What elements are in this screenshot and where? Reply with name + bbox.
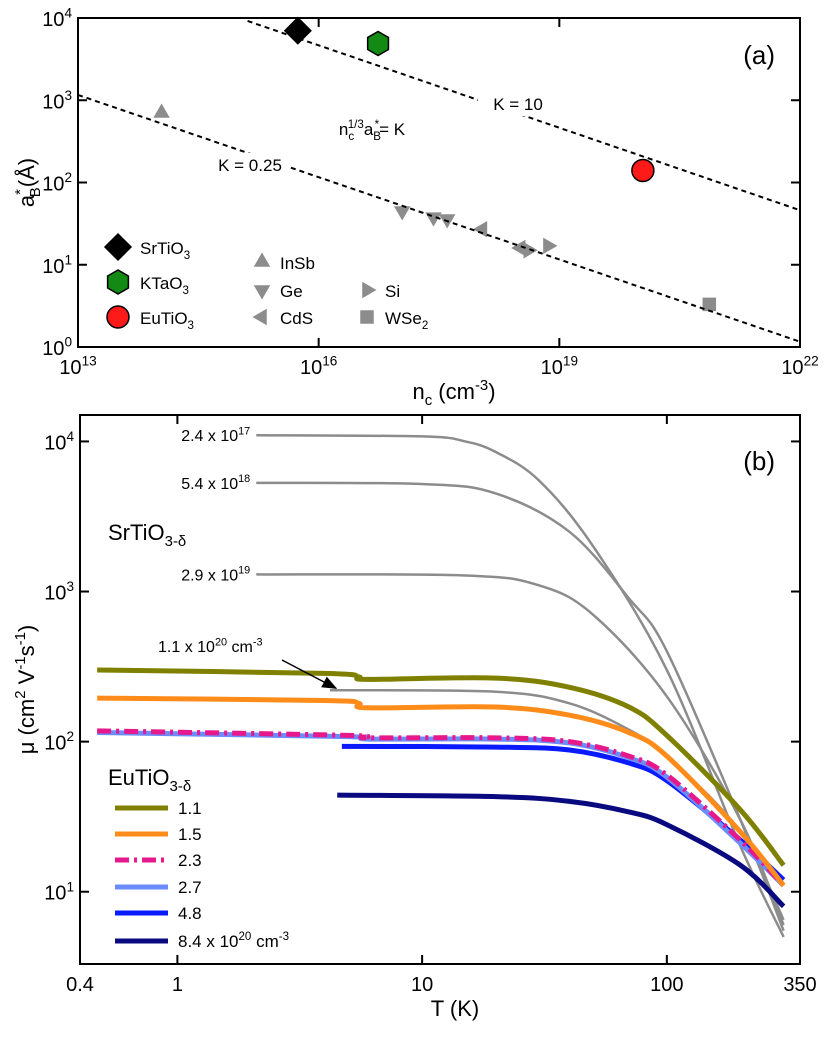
y-tick-label: 103 <box>42 88 72 113</box>
line-label: K = 10 <box>493 95 543 114</box>
legend-title: EuTiO3-δ <box>108 765 191 795</box>
x-tick-label: 1019 <box>541 354 578 379</box>
y-axis-label: μ (cm2 V-1s-1) <box>12 625 39 755</box>
data-line <box>97 667 786 867</box>
legend-label: SrTiO3 <box>140 239 190 262</box>
legend-marker <box>252 308 267 326</box>
legend-label: 1.1 <box>178 799 202 818</box>
fit-line <box>77 94 801 343</box>
x-axis-label: T (K) <box>431 996 479 1021</box>
legend-label: InSb <box>280 254 315 273</box>
y-tick-label: 101 <box>42 252 72 277</box>
marker <box>543 237 558 255</box>
marker <box>366 30 390 57</box>
marker <box>472 221 488 238</box>
curve-label: 2.9 x 1019 <box>181 565 250 585</box>
legend-marker <box>106 269 130 295</box>
arrow <box>281 659 338 689</box>
x-tick-label: 1022 <box>781 354 818 379</box>
y-tick-label: 103 <box>44 579 74 604</box>
x-tick-label: 0.4 <box>66 974 94 996</box>
legend-label: 8.4 x 1020 cm-3 <box>178 931 289 951</box>
legend-label: CdS <box>280 309 313 328</box>
marker <box>702 297 717 312</box>
data-line <box>337 792 786 909</box>
x-tick-label: 1 <box>172 974 183 996</box>
line-label: K = 0.25 <box>218 156 282 175</box>
legend-marker <box>253 285 271 300</box>
x-tick-label: 10 <box>411 974 433 996</box>
x-axis-label: nc (cm-3) <box>412 377 495 409</box>
panel-label: (a) <box>743 40 775 70</box>
curve-label: 2.4 x 1017 <box>181 425 250 445</box>
data-line <box>97 695 786 888</box>
legend-label: WSe2 <box>385 309 428 332</box>
y-tick-label: 100 <box>42 335 72 360</box>
x-tick-label: 100 <box>650 974 683 996</box>
marker <box>393 206 411 221</box>
data-line <box>256 433 785 938</box>
marker <box>631 158 655 183</box>
y-tick-label: 102 <box>42 170 72 195</box>
plot-frame <box>79 414 801 965</box>
legend-label: 2.7 <box>178 878 202 897</box>
x-tick-label: 1016 <box>300 354 337 379</box>
legend-label: Ge <box>280 282 303 301</box>
panel-label: (b) <box>743 446 775 476</box>
curve-label: 5.4 x 1018 <box>181 473 250 493</box>
legend-marker <box>253 252 271 267</box>
annotation: SrTiO3-δ <box>108 520 186 550</box>
marker <box>153 103 170 118</box>
y-axis-label: a*B(Å) <box>12 158 44 207</box>
legend-label: KTaO3 <box>140 274 189 297</box>
data-line <box>97 728 786 888</box>
legend-marker <box>362 281 377 299</box>
legend-label: Si <box>385 282 400 301</box>
legend-label: 2.3 <box>178 851 202 870</box>
legend-label: 1.5 <box>178 825 202 844</box>
legend-marker <box>103 232 133 262</box>
x-tick-label: 1013 <box>59 354 96 379</box>
data-line <box>256 573 785 926</box>
legend-label: 4.8 <box>178 904 202 923</box>
label-bg <box>210 153 290 177</box>
marker <box>283 16 312 45</box>
legend-marker <box>106 305 130 329</box>
legend-label: EuTiO3 <box>140 309 194 332</box>
label-bg <box>478 92 558 116</box>
y-tick-label: 104 <box>44 429 74 454</box>
annotation: nc1/3aB*= K <box>339 119 406 143</box>
y-tick-label: 101 <box>44 879 74 904</box>
y-tick-label: 104 <box>42 6 72 31</box>
legend-marker <box>360 310 374 324</box>
y-tick-label: 102 <box>44 729 74 754</box>
x-tick-label: 350 <box>783 974 816 996</box>
curve-label: 1.1 x 1020 cm-3 <box>158 636 263 656</box>
plot-frame <box>77 17 801 348</box>
